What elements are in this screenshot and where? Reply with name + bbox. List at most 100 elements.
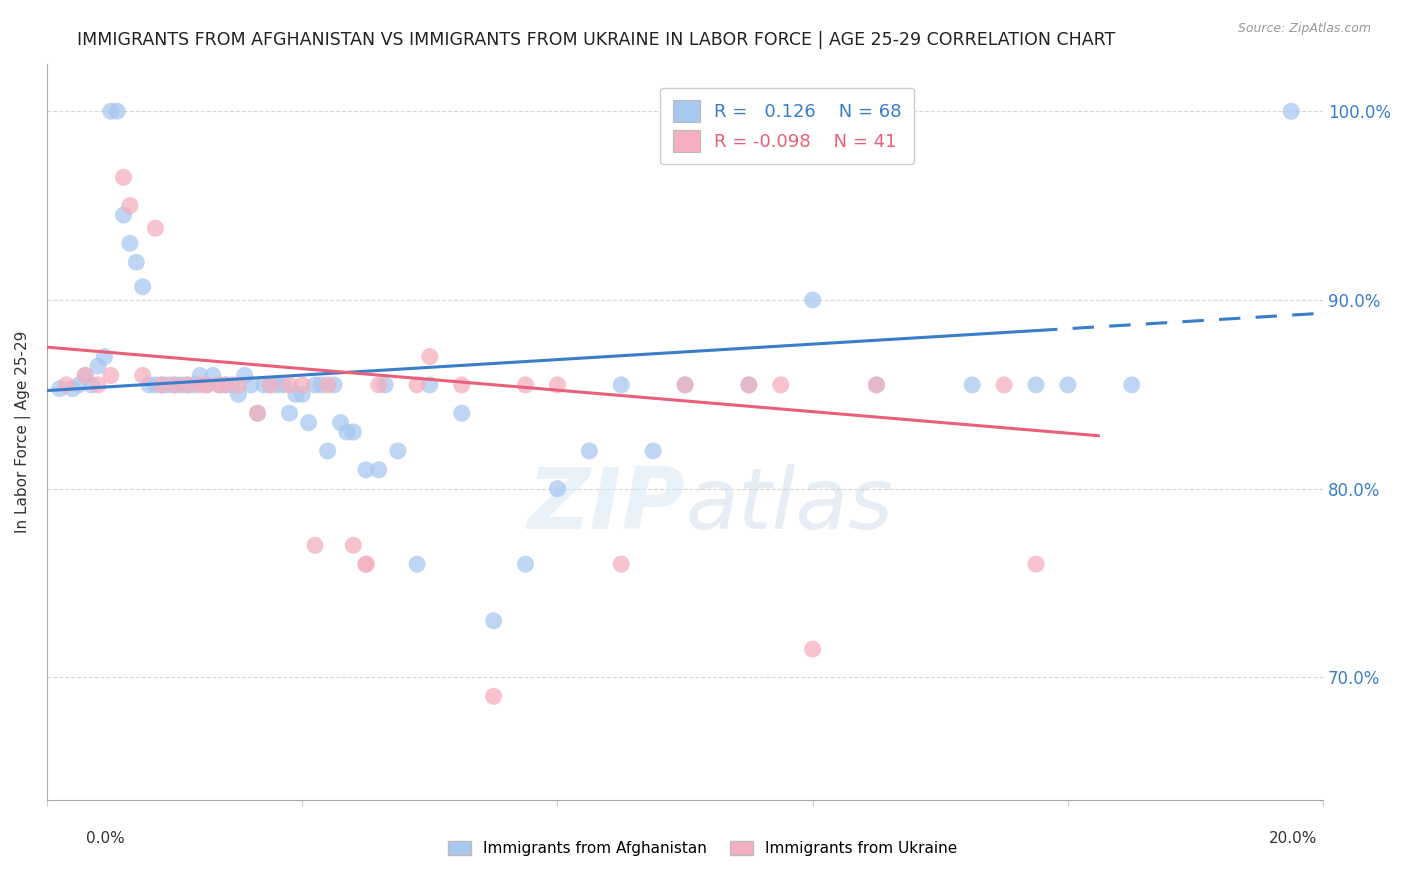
Point — [406, 377, 429, 392]
Point — [354, 557, 377, 571]
Point — [354, 463, 377, 477]
Point — [643, 444, 665, 458]
Point — [228, 377, 250, 392]
Point — [738, 377, 761, 392]
Point — [208, 377, 231, 392]
Point — [1121, 377, 1143, 392]
Point — [87, 377, 110, 392]
Point — [374, 377, 396, 392]
Point — [62, 382, 84, 396]
Point — [801, 293, 824, 307]
Point — [170, 377, 193, 392]
Point — [67, 377, 90, 392]
Point — [1057, 377, 1080, 392]
Point — [118, 198, 141, 212]
Text: Source: ZipAtlas.com: Source: ZipAtlas.com — [1237, 22, 1371, 36]
Point — [960, 377, 983, 392]
Legend: R =   0.126    N = 68, R = -0.098    N = 41: R = 0.126 N = 68, R = -0.098 N = 41 — [659, 87, 914, 164]
Point — [105, 104, 128, 119]
Point — [145, 221, 167, 235]
Point — [993, 377, 1015, 392]
Point — [329, 416, 352, 430]
Point — [176, 377, 198, 392]
Text: 20.0%: 20.0% — [1270, 831, 1317, 846]
Point — [610, 557, 633, 571]
Point — [311, 377, 333, 392]
Point — [342, 425, 364, 439]
Point — [112, 208, 135, 222]
Point — [482, 614, 505, 628]
Point — [291, 377, 314, 392]
Point — [546, 377, 568, 392]
Point — [1025, 557, 1047, 571]
Point — [546, 482, 568, 496]
Point — [367, 463, 389, 477]
Point — [228, 387, 250, 401]
Point — [145, 377, 167, 392]
Point — [163, 377, 186, 392]
Point — [354, 557, 377, 571]
Point — [271, 377, 294, 392]
Point — [201, 368, 224, 383]
Point — [419, 350, 441, 364]
Point — [304, 538, 326, 552]
Point — [342, 538, 364, 552]
Point — [387, 444, 409, 458]
Point — [278, 406, 301, 420]
Point — [150, 377, 173, 392]
Point — [1025, 377, 1047, 392]
Point — [336, 425, 359, 439]
Point — [673, 377, 696, 392]
Point — [75, 368, 97, 383]
Point — [253, 377, 276, 392]
Point — [87, 359, 110, 373]
Point — [246, 406, 269, 420]
Point — [284, 387, 307, 401]
Point — [304, 377, 326, 392]
Point — [195, 377, 218, 392]
Point — [1216, 803, 1239, 817]
Point — [316, 444, 339, 458]
Point — [259, 377, 281, 392]
Point — [450, 377, 472, 392]
Text: atlas: atlas — [685, 464, 893, 547]
Point — [55, 377, 77, 392]
Point — [75, 368, 97, 383]
Point — [515, 377, 537, 392]
Point — [291, 387, 314, 401]
Point — [214, 377, 236, 392]
Point — [801, 642, 824, 657]
Point — [163, 377, 186, 392]
Point — [578, 444, 600, 458]
Point — [48, 382, 70, 396]
Point — [482, 690, 505, 704]
Point — [515, 557, 537, 571]
Point — [188, 377, 211, 392]
Point — [297, 416, 319, 430]
Point — [259, 377, 281, 392]
Point — [673, 377, 696, 392]
Point — [195, 377, 218, 392]
Point — [125, 255, 148, 269]
Point — [188, 368, 211, 383]
Point — [367, 377, 389, 392]
Point — [183, 377, 205, 392]
Point — [100, 104, 122, 119]
Point — [1279, 104, 1302, 119]
Point — [150, 377, 173, 392]
Point — [240, 377, 263, 392]
Point — [112, 170, 135, 185]
Point — [208, 377, 231, 392]
Text: 0.0%: 0.0% — [86, 831, 125, 846]
Point — [80, 377, 103, 392]
Point — [246, 406, 269, 420]
Point — [419, 377, 441, 392]
Point — [738, 377, 761, 392]
Text: IMMIGRANTS FROM AFGHANISTAN VS IMMIGRANTS FROM UKRAINE IN LABOR FORCE | AGE 25-2: IMMIGRANTS FROM AFGHANISTAN VS IMMIGRANT… — [77, 31, 1115, 49]
Point — [176, 377, 198, 392]
Point — [316, 377, 339, 392]
Point — [138, 377, 160, 392]
Legend: Immigrants from Afghanistan, Immigrants from Ukraine: Immigrants from Afghanistan, Immigrants … — [443, 835, 963, 862]
Point — [610, 377, 633, 392]
Point — [100, 368, 122, 383]
